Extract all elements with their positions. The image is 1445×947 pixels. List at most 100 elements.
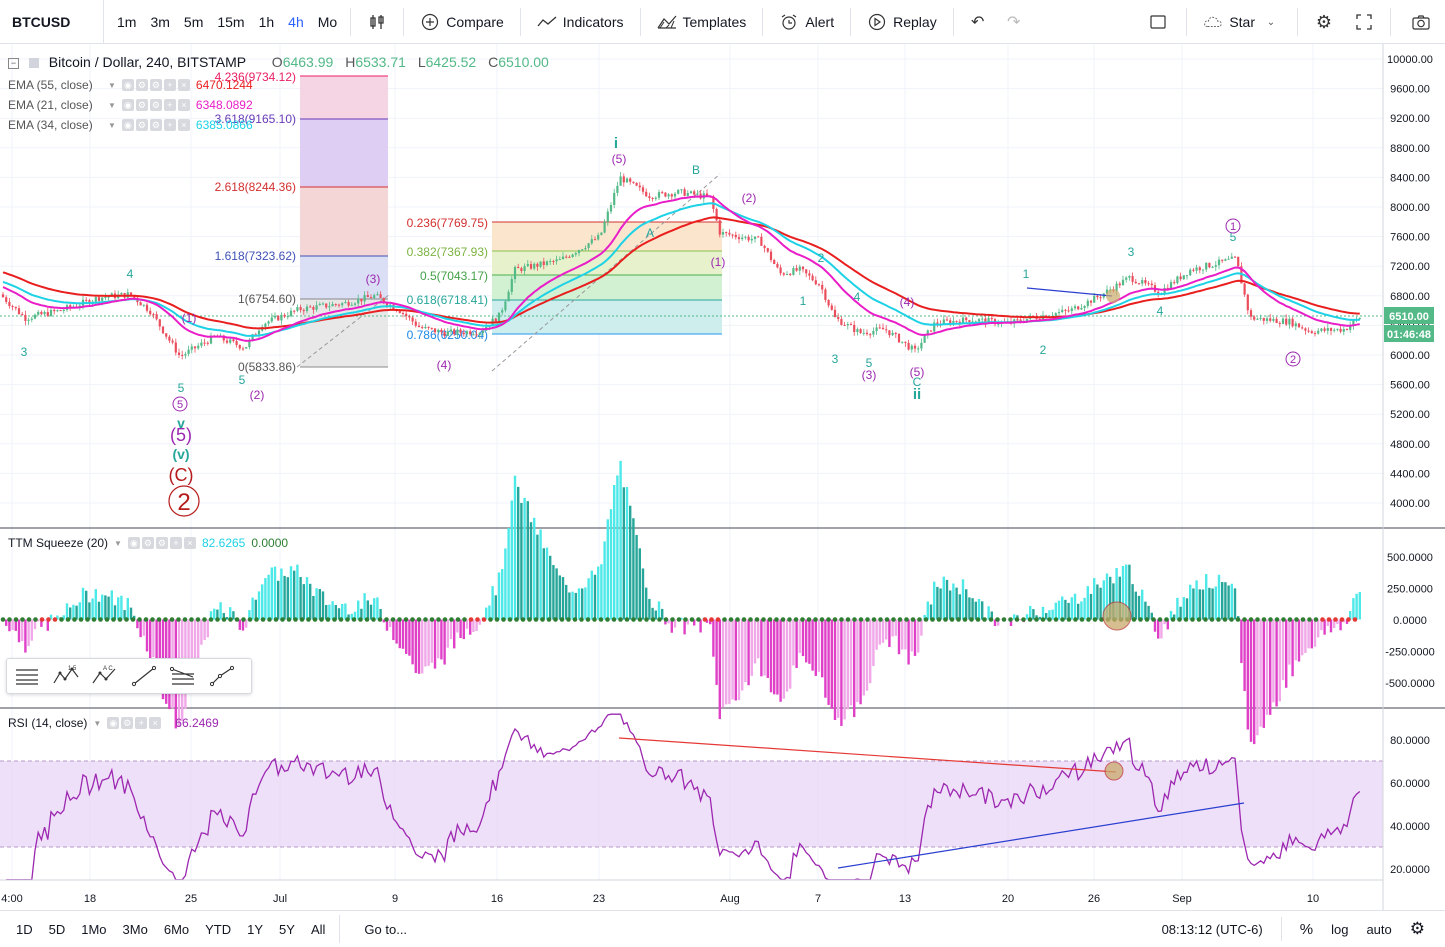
close-icon[interactable]: × — [177, 99, 190, 111]
candle-body — [789, 273, 792, 275]
interval-3m[interactable]: 3m — [150, 13, 170, 30]
close-icon[interactable]: × — [177, 119, 190, 131]
indicator-actions[interactable]: ◉ ⚙ ⚙ + × — [121, 79, 190, 91]
eye-icon[interactable]: ◉ — [121, 79, 134, 91]
interval-mo[interactable]: Mo — [317, 13, 338, 30]
templates-button[interactable]: Templates — [647, 0, 757, 44]
indicator-actions[interactable]: ◉ ⚙ ⚙ + × — [121, 119, 190, 131]
ema21-legend[interactable]: EMA (21, close) ▼ ◉ ⚙ ⚙ + × 6348.0892 — [8, 98, 253, 112]
trend-line[interactable] — [1026, 287, 1113, 297]
gear-icon[interactable]: ⚙ — [141, 537, 154, 549]
indicators-button[interactable]: Indicators — [527, 0, 634, 44]
goto-button[interactable]: Go to... — [364, 921, 408, 937]
range-1y[interactable]: 1Y — [247, 921, 264, 937]
percent-toggle[interactable]: % — [1299, 920, 1314, 938]
ttm-dot — [780, 617, 786, 622]
eye-icon[interactable]: ◉ — [127, 537, 140, 549]
ttm-bar — [1125, 564, 1128, 620]
elliott-impulse-tool[interactable]: 1 5 — [46, 659, 85, 693]
indicator-actions[interactable]: ◉ ⚙ ⚙ + × — [121, 99, 190, 111]
screenshot-button[interactable] — [1397, 0, 1445, 44]
symbol-search[interactable]: BTCUSD — [0, 0, 104, 44]
rsi-trend-line-red[interactable] — [618, 737, 1117, 773]
fib-extension[interactable]: 4.236(9734.12) 3.618(9165.10) 2.618(8244… — [215, 70, 391, 374]
ttm-bar — [1032, 609, 1035, 620]
chart-type-button[interactable] — [357, 0, 397, 44]
star-button[interactable]: Star ⌄ — [1193, 0, 1291, 44]
elliott-correction-tool[interactable]: A C — [85, 659, 124, 693]
gear-icon[interactable]: ⚙ — [1409, 919, 1425, 938]
dropdown-icon[interactable]: ▼ — [108, 80, 116, 90]
plus-icon[interactable]: + — [169, 537, 182, 549]
settings-button[interactable]: ⚙ — [1304, 0, 1344, 44]
ttm-dot — [364, 617, 370, 622]
price-axis[interactable]: 10000.00 9600.00 9200.00 8800.00 8400.00 8000… — [1382, 44, 1435, 912]
redo-button[interactable]: ↷ — [996, 0, 1032, 44]
lines-icon — [15, 669, 38, 685]
path-tool[interactable] — [202, 659, 241, 693]
ema34-legend[interactable]: EMA (34, close) ▼ ◉ ⚙ ⚙ + × 6385.0866 — [8, 118, 253, 132]
plus-icon[interactable]: + — [163, 119, 176, 131]
range-6mo[interactable]: 6Mo — [163, 921, 190, 937]
dropdown-icon[interactable]: ▼ — [108, 100, 116, 110]
time-axis[interactable]: 4:00 18 25 Jul 9 16 23 Aug 7 13 20 26 Sep 10 — [0, 879, 1383, 905]
close-icon[interactable]: × — [149, 717, 162, 729]
rsi-legend[interactable]: RSI (14, close) ▼ ◉ ⚙ + × 66.2469 — [8, 716, 219, 730]
close-icon[interactable]: × — [183, 537, 196, 549]
auto-toggle[interactable]: auto — [1366, 921, 1392, 937]
log-toggle[interactable]: log — [1331, 921, 1349, 937]
range-3mo[interactable]: 3Mo — [122, 921, 148, 937]
chart-canvas[interactable]: 4.236(9734.12) 3.618(9165.10) 2.618(8244… — [0, 44, 1445, 912]
rsi-trend-line-blue[interactable] — [837, 802, 1245, 869]
dropdown-icon[interactable]: ▼ — [93, 718, 102, 728]
interval-4h[interactable]: 4h — [288, 13, 304, 30]
fullscreen-button[interactable] — [1344, 0, 1384, 44]
interval-1h[interactable]: 1h — [258, 13, 275, 30]
interval-1m[interactable]: 1m — [117, 13, 137, 30]
collapse-icon[interactable]: − — [8, 57, 19, 69]
range-1d[interactable]: 1D — [16, 921, 33, 937]
dropdown-icon[interactable]: ▼ — [108, 120, 116, 130]
compare-button[interactable]: Compare — [410, 0, 514, 44]
range-1mo[interactable]: 1Mo — [81, 921, 107, 937]
indicator-actions[interactable]: ◉ ⚙ ⚙ + × — [127, 537, 196, 549]
undo-button[interactable]: ↶ — [960, 0, 996, 44]
price-tick: 5600.00 — [1390, 380, 1430, 392]
horizontal-lines-tool[interactable] — [7, 659, 46, 693]
gear-icon[interactable]: ⚙ — [135, 99, 148, 111]
close-icon[interactable]: × — [177, 79, 190, 91]
fib-retracement[interactable]: 0.236(7769.75) 0.382(7367.93) 0.5(7043.1… — [407, 173, 722, 372]
eye-icon[interactable]: ◉ — [121, 119, 134, 131]
range-5y[interactable]: 5Y — [279, 921, 295, 937]
plus-icon[interactable]: + — [163, 99, 176, 111]
gear-icon[interactable]: ⚙ — [121, 717, 134, 729]
indicator-actions[interactable]: ◉ ⚙ + × — [107, 717, 162, 729]
fib-tool[interactable] — [163, 659, 202, 693]
gear-icon[interactable]: ⚙ — [149, 99, 162, 111]
interval-5m[interactable]: 5m — [183, 13, 204, 30]
eye-icon[interactable]: ◉ — [107, 717, 120, 729]
gear-icon[interactable]: ⚙ — [149, 119, 162, 131]
ema55-legend[interactable]: EMA (55, close) ▼ ◉ ⚙ ⚙ + × 6470.1244 — [8, 78, 253, 92]
rsi-band — [0, 761, 1383, 847]
range-5d[interactable]: 5D — [48, 921, 66, 937]
interval-15m[interactable]: 15m — [217, 13, 245, 30]
replay-button[interactable]: Replay — [857, 0, 947, 44]
eye-icon[interactable]: ◉ — [121, 99, 134, 111]
plus-icon[interactable]: + — [135, 717, 148, 729]
ttm-legend[interactable]: TTM Squeeze (20) ▼ ◉ ⚙ ⚙ + × 82.6265 0.0000 — [8, 536, 288, 550]
gear-icon[interactable]: ⚙ — [135, 79, 148, 91]
alert-button[interactable]: Alert — [769, 0, 844, 44]
clock[interactable]: 08:13:12 (UTC-6) — [1161, 921, 1263, 937]
range-all[interactable]: All — [310, 921, 326, 937]
plus-icon[interactable]: + — [163, 79, 176, 91]
ttm-bar — [433, 619, 437, 669]
gear-icon[interactable]: ⚙ — [135, 119, 148, 131]
gear-icon[interactable]: ⚙ — [155, 537, 168, 549]
chart-area[interactable]: 4.236(9734.12) 3.618(9165.10) 2.618(8244… — [0, 44, 1445, 912]
select-all-button[interactable] — [1136, 0, 1180, 44]
trend-line-tool[interactable] — [124, 659, 163, 693]
dropdown-icon[interactable]: ▼ — [114, 538, 122, 548]
range-ytd[interactable]: YTD — [205, 921, 232, 937]
gear-icon[interactable]: ⚙ — [149, 79, 162, 91]
